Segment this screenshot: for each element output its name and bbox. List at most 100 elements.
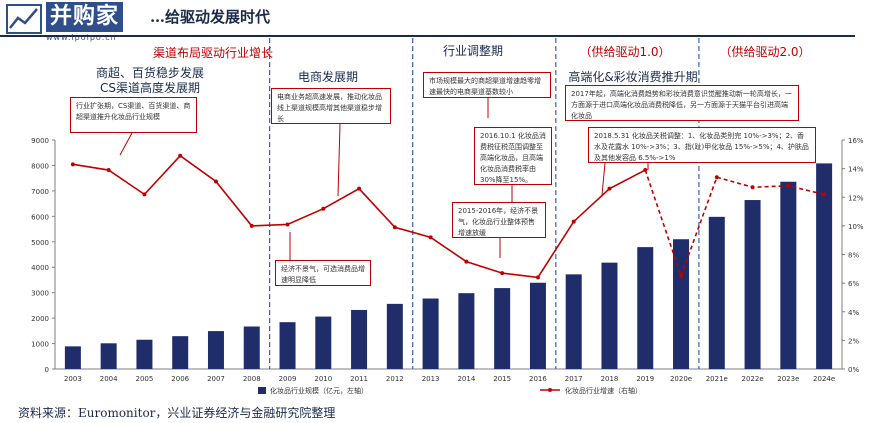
bar — [136, 339, 153, 369]
legend-line-marker — [548, 388, 552, 392]
bar — [458, 293, 475, 369]
phase-label-supermarket: 商超、百货稳步发展 — [95, 66, 204, 80]
chart: 0 1000 2000 3000 4000 5000 6000 7000 8000 9000 0% 2… — [31, 38, 864, 395]
annotation-connector — [601, 162, 606, 196]
bar — [207, 331, 224, 369]
growth-point — [321, 206, 326, 211]
x-tick-label: 2021e — [706, 375, 728, 383]
x-tick-label: 2007 — [207, 375, 225, 383]
growth-point — [285, 222, 290, 227]
x-tick-label: 2010 — [314, 375, 332, 383]
x-tick-label: 2008 — [243, 375, 261, 383]
growth-point — [535, 275, 540, 280]
y-left-tick-label: 2000 — [31, 315, 49, 323]
y-left-tick-label: 1000 — [31, 341, 49, 349]
annotation-recession: 经济不景气，可选消费品增速明显降低 — [275, 260, 371, 286]
y-right-tick-label: 14% — [848, 166, 864, 174]
bar — [565, 274, 582, 369]
growth-point — [178, 153, 183, 158]
growth-point — [607, 186, 612, 191]
x-tick-label: 2023e — [777, 375, 799, 383]
bar — [529, 282, 546, 369]
growth-point — [357, 186, 362, 191]
x-tick-label: 2011 — [350, 375, 368, 383]
annotation-premium-growth: 2017年起，高端化消费趋势和彩妆消费意识觉醒推动新一轮高增长，一方面源于进口高… — [565, 85, 799, 121]
annotation-adjustment: 市场规模最大的商超渠道增速趋零增速最快的电商渠道基数较小 — [423, 72, 551, 98]
x-tick-label: 2017 — [565, 375, 583, 383]
bar — [243, 326, 260, 369]
bar — [637, 247, 654, 369]
growth-point — [106, 168, 111, 173]
y-left-tick-label: 8000 — [31, 162, 49, 170]
chart-axes: 0 1000 2000 3000 4000 5000 6000 7000 8000 9000 0% 2… — [31, 137, 864, 383]
growth-point — [428, 235, 433, 240]
x-tick-label: 2006 — [171, 375, 189, 383]
bar — [172, 336, 189, 369]
y-right-tick-label: 6% — [848, 280, 859, 288]
annotation-tariff: 2018.5.31 化妆品关税调整：1、化妆品类别完 10%->3%；2、香水及… — [588, 127, 816, 163]
growth-point — [822, 192, 827, 197]
y-right-tick-label: 2% — [848, 337, 859, 345]
bar — [64, 346, 81, 369]
logo-url: www.ipoipo.cn — [46, 33, 117, 42]
x-tick-label: 2009 — [279, 375, 297, 383]
bar — [386, 303, 403, 369]
x-tick-label: 2015 — [493, 375, 511, 383]
title-divider — [0, 35, 855, 37]
y-left-tick-label: 5000 — [31, 239, 49, 247]
phase-label-cs-channel: CS渠道高度发展期 — [100, 81, 200, 95]
growth-point — [714, 175, 719, 180]
bar — [494, 288, 511, 369]
x-tick-label: 2003 — [64, 375, 82, 383]
legend: 化妆品行业规模（亿元，左轴） 化妆品行业增速（右轴） — [258, 386, 642, 395]
growth-point — [750, 185, 755, 190]
growth-point — [464, 259, 469, 264]
y-left-tick-label: 9000 — [31, 137, 49, 145]
annotation-connector — [337, 123, 341, 197]
growth-point — [679, 273, 684, 278]
bar — [780, 181, 797, 369]
source-note: 资料来源：Euromonitor，兴业证券经济与金融研究院整理 — [18, 406, 336, 420]
x-tick-label: 2013 — [422, 375, 440, 383]
phase-label-ecommerce: 电商发展期 — [297, 70, 358, 84]
x-tick-label: 2004 — [100, 375, 118, 383]
annotation-expansion: 行业扩张期，CS渠道、百货渠道、商超渠道推升化妆品行业规模 — [70, 97, 197, 133]
bar — [315, 316, 332, 369]
y-right-tick-label: 4% — [848, 309, 859, 317]
legend-line-label: 化妆品行业增速（右轴） — [565, 386, 642, 395]
legend-bar-swatch — [258, 387, 266, 394]
growth-point — [392, 225, 397, 230]
growth-point — [500, 271, 505, 276]
phase-label-channel-driven: 渠道布局驱动行业增长 — [152, 46, 273, 60]
bar — [422, 298, 439, 369]
phase-label-supply-1: （供给驱动1.0） — [579, 45, 671, 59]
bar — [816, 163, 833, 369]
x-tick-label: 2024e — [813, 375, 835, 383]
logo: 并购家 www.ipoipo.cn — [6, 2, 156, 42]
x-tick-label: 2016 — [529, 375, 547, 383]
line-series — [70, 153, 827, 280]
growth-point — [786, 183, 791, 188]
bar-series — [64, 163, 833, 369]
bar — [673, 239, 690, 369]
y-right-tick-label: 12% — [848, 194, 864, 202]
y-right-tick-label: 10% — [848, 223, 864, 231]
y-right-tick-label: 0% — [848, 366, 859, 374]
annotation-connector — [119, 132, 133, 156]
phase-label-premiumization: 高端化&彩妆消费推升期 — [568, 70, 698, 84]
growth-point — [249, 223, 254, 228]
bar — [279, 322, 296, 369]
bar — [100, 343, 117, 369]
growth-point — [213, 179, 218, 184]
bar — [601, 262, 618, 369]
x-tick-label: 2022e — [742, 375, 764, 383]
page-title: …给驱动发展时代 — [150, 8, 271, 26]
annotation-consumption-tax: 2016.10.1 化妆品消费税征税范围调整至高端化妆品，且高端化妆品消费税率由… — [474, 127, 552, 185]
legend-bar-label: 化妆品行业规模（亿元，左轴） — [270, 386, 368, 395]
y-left-tick-label: 6000 — [31, 213, 49, 221]
bar — [351, 309, 368, 369]
phase-label-adjustment: 行业调整期 — [442, 44, 503, 58]
annotation-slowdown: 2015-2016年，经济不景气，化妆品行业整体预售增速放缓 — [452, 202, 546, 238]
x-tick-label: 2018 — [601, 375, 619, 383]
growth-line-dashed — [644, 169, 825, 279]
